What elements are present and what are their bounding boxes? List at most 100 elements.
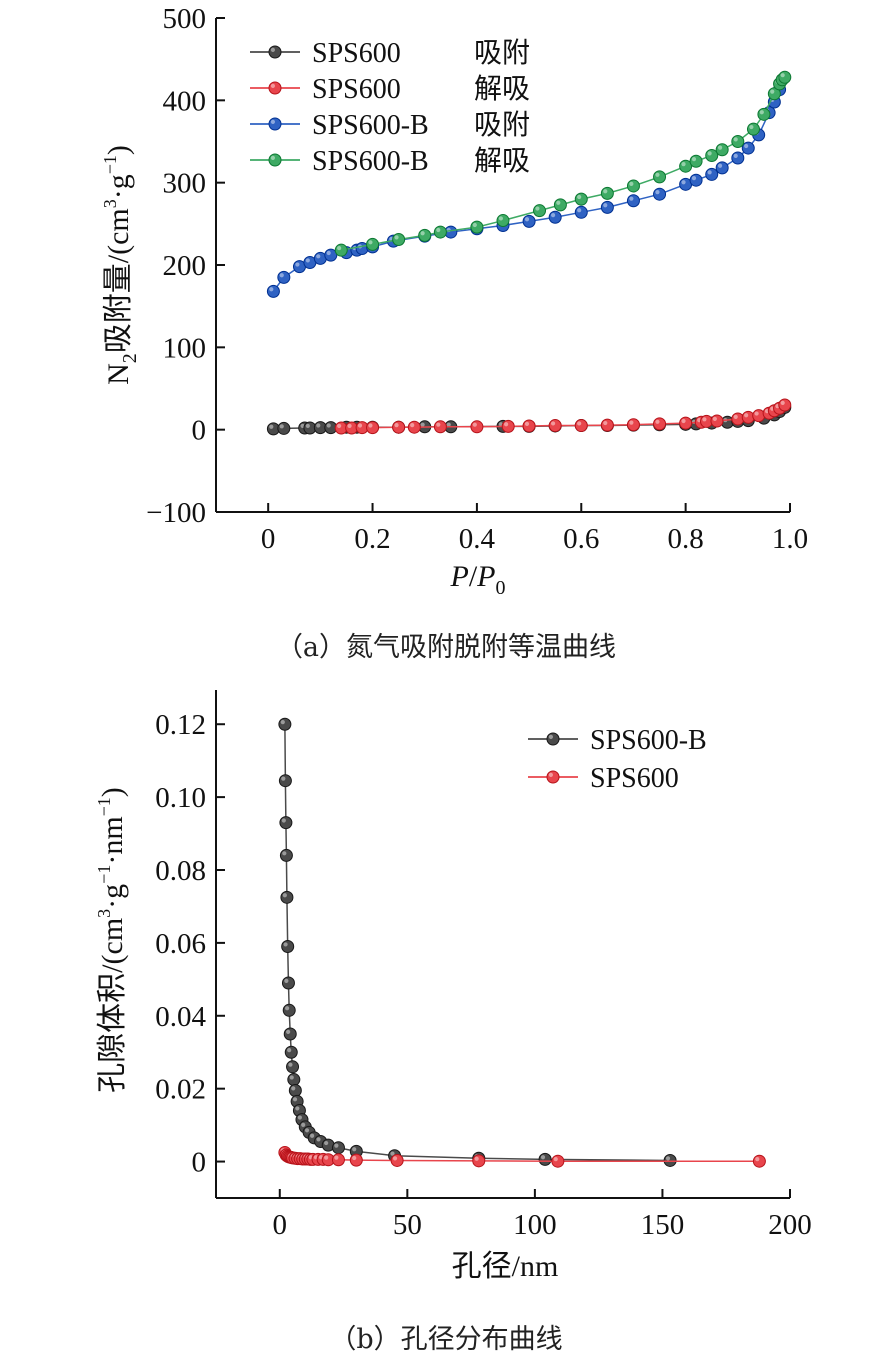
x-tick-label: 0.2 xyxy=(354,523,390,555)
data-point-highlight xyxy=(282,893,287,898)
data-point-highlight xyxy=(681,180,686,185)
legend-marker xyxy=(268,153,282,167)
chart-a: −100 0 100 200 300 400 500 0 0.2 0.4 0.6 0.8 1.0 SP… xyxy=(100,3,808,663)
data-point-highlight xyxy=(707,170,712,175)
legend-marker xyxy=(546,770,560,784)
chart-b-legend: SPS600-B SPS600 xyxy=(528,725,707,794)
data-point-highlight xyxy=(577,194,582,200)
x-tick-label: 100 xyxy=(513,1209,557,1241)
chart-b-series xyxy=(278,717,766,1168)
data-point-highlight xyxy=(629,181,634,186)
x-tick-label: 50 xyxy=(393,1209,422,1241)
data-point-highlight xyxy=(316,1137,321,1142)
x-tick-label: 0.4 xyxy=(459,523,496,555)
data-point xyxy=(741,141,755,155)
data-point-highlight xyxy=(524,421,530,426)
data-point xyxy=(533,204,547,218)
data-point xyxy=(767,87,781,101)
legend-marker xyxy=(268,45,282,59)
data-point-highlight xyxy=(337,423,342,429)
legend-label-type: 解吸 xyxy=(474,73,530,105)
data-point xyxy=(283,1027,297,1041)
legend-label: SPS600 xyxy=(312,38,401,69)
x-tick-label: 0.6 xyxy=(563,523,599,555)
chart-b-x-axis-label: 孔径/nm xyxy=(452,1250,559,1283)
data-point-highlight xyxy=(770,89,775,94)
legend-marker-highlight xyxy=(270,47,275,53)
data-point-highlight xyxy=(535,206,540,211)
chart-b-y-ticks: 0 0.02 0.04 0.06 0.08 0.10 0.12 xyxy=(155,709,225,1179)
data-point xyxy=(280,890,294,904)
x-tick-label: 150 xyxy=(641,1209,685,1241)
data-point-highlight xyxy=(288,1062,293,1067)
data-point xyxy=(407,420,421,434)
y-tick-label: 0.08 xyxy=(155,855,206,887)
data-point-highlight xyxy=(316,254,321,259)
data-point xyxy=(705,148,719,162)
series-1 xyxy=(278,1145,766,1168)
data-point xyxy=(653,187,667,201)
data-point-highlight xyxy=(733,153,738,158)
data-point-highlight xyxy=(744,413,749,418)
data-point-highlight xyxy=(655,419,660,424)
data-point xyxy=(418,228,432,242)
data-point-highlight xyxy=(681,418,686,424)
data-point-highlight xyxy=(285,1006,290,1011)
legend-marker xyxy=(546,732,560,746)
data-point xyxy=(278,774,292,788)
x-tick-label: 200 xyxy=(768,1209,812,1241)
legend-item: SPS600-B 吸附 xyxy=(250,109,530,141)
chart-a-caption: （a）氮气吸附脱附等温曲线 xyxy=(276,632,616,663)
legend-label-type: 吸附 xyxy=(474,37,530,69)
y-tick-label: 100 xyxy=(163,332,207,364)
chart-b: 0 0.02 0.04 0.06 0.08 0.10 0.12 0 50 100 150 200 S… xyxy=(94,690,812,1355)
legend-marker-highlight xyxy=(270,119,275,124)
data-point-highlight xyxy=(655,172,660,177)
chart-a-legend: SPS600 吸附 SPS600 解吸 SPS600-B 吸附 SPS600-B 解吸 xyxy=(250,37,530,177)
data-point-highlight xyxy=(749,124,754,130)
data-point-highlight xyxy=(281,818,286,823)
data-point-highlight xyxy=(269,287,274,292)
data-point-highlight xyxy=(390,1151,395,1156)
legend-label: SPS600 xyxy=(590,763,679,794)
data-point-highlight xyxy=(553,1156,558,1162)
data-point-highlight xyxy=(691,157,697,162)
data-point-highlight xyxy=(717,163,723,168)
data-point-highlight xyxy=(629,196,634,201)
data-point-highlight xyxy=(286,1029,291,1034)
data-point xyxy=(334,243,348,257)
data-point-highlight xyxy=(284,978,289,983)
legend-marker xyxy=(268,81,282,95)
data-point-highlight xyxy=(524,217,530,222)
data-point-highlight xyxy=(707,151,712,156)
legend-label-type: 解吸 xyxy=(474,145,530,177)
data-point-highlight xyxy=(269,424,274,429)
data-point xyxy=(277,270,291,284)
data-point xyxy=(548,210,562,224)
data-point-highlight xyxy=(603,420,608,426)
data-point-highlight xyxy=(754,411,759,416)
data-point-highlight xyxy=(420,422,425,427)
data-point xyxy=(281,976,295,990)
data-point-highlight xyxy=(504,422,509,427)
data-point xyxy=(574,205,588,219)
data-point xyxy=(472,1154,486,1168)
data-point xyxy=(281,940,295,954)
data-point-highlight xyxy=(556,200,561,205)
data-point xyxy=(653,417,667,431)
y-tick-label: −100 xyxy=(146,497,206,529)
data-point-highlight xyxy=(755,1156,760,1162)
data-point-highlight xyxy=(281,776,286,781)
data-point-highlight xyxy=(291,1086,296,1091)
legend-label-type: 吸附 xyxy=(474,109,530,141)
data-point-highlight xyxy=(394,235,399,240)
data-point-highlight xyxy=(436,227,441,233)
series-3 xyxy=(334,70,792,257)
chart-a-y-ticks: −100 0 100 200 300 400 500 xyxy=(146,3,225,529)
legend-item: SPS600 解吸 xyxy=(250,73,530,105)
data-point xyxy=(288,1083,302,1097)
data-point xyxy=(390,1153,404,1167)
data-point-highlight xyxy=(297,1115,302,1120)
data-point-highlight xyxy=(681,162,686,167)
data-point-highlight xyxy=(305,258,310,263)
